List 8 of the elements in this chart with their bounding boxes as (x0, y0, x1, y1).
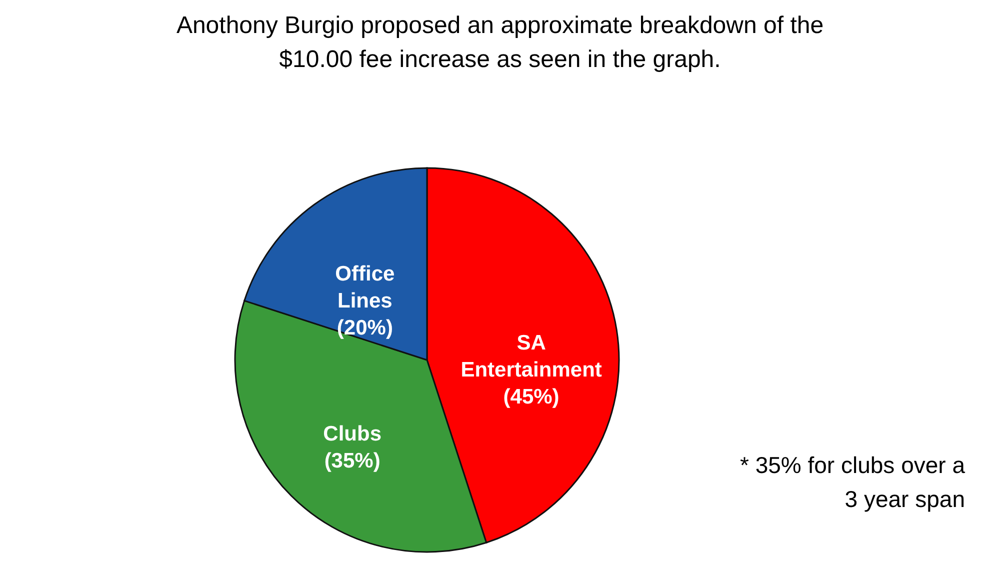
slice-label: SA Entertainment (460, 331, 602, 382)
chart-title: Anothony Burgio proposed an approximate breakdown of the $10.00 fee increase as seen in the graph. (176, 12, 824, 73)
slice-label: Office Lines (335, 262, 395, 313)
slice-label: Clubs (323, 422, 382, 446)
data-label: (35%) (324, 450, 380, 473)
data-label: (20%) (336, 316, 393, 340)
data-label: (45%) (503, 385, 560, 408)
text: * 35% for clubs over a 3 year span (740, 452, 966, 512)
